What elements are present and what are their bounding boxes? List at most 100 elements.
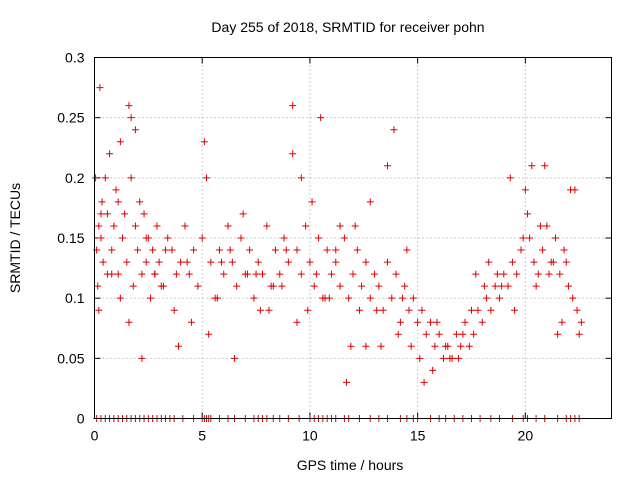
data-point: [504, 282, 512, 290]
data-point: [427, 318, 435, 326]
data-point: [534, 270, 542, 278]
data-point: [416, 354, 424, 362]
data-point: [293, 246, 301, 254]
data-point: [94, 282, 102, 290]
data-point: [323, 246, 331, 254]
data-point: [485, 258, 493, 266]
data-point: [95, 222, 103, 230]
data-point: [340, 234, 348, 242]
data-point: [459, 330, 467, 338]
data-point: [405, 306, 413, 314]
data-point: [95, 306, 103, 314]
data-point: [336, 222, 344, 230]
data-point: [112, 186, 120, 194]
data-point: [129, 282, 137, 290]
data-point: [564, 282, 572, 290]
data-point: [131, 222, 139, 230]
data-point: [321, 294, 329, 302]
data-point: [98, 198, 106, 206]
data-point: [349, 270, 357, 278]
data-point: [103, 210, 111, 218]
data-point: [151, 270, 159, 278]
data-point: [131, 126, 139, 134]
data-point: [353, 246, 361, 254]
data-point: [308, 198, 316, 206]
data-point: [383, 162, 391, 170]
plot-frame: [94, 57, 612, 419]
data-point: [549, 258, 557, 266]
data-point: [521, 186, 529, 194]
data-point: [332, 258, 340, 266]
data-point: [92, 174, 100, 182]
data-point: [377, 342, 385, 350]
data-point: [278, 282, 286, 290]
data-point: [237, 234, 245, 242]
data-point: [513, 270, 521, 278]
data-point: [114, 270, 122, 278]
data-point: [371, 270, 379, 278]
data-point: [317, 114, 325, 122]
data-point: [168, 246, 176, 254]
y-tick-label: 0: [77, 411, 85, 427]
data-point: [125, 102, 133, 110]
data-point: [526, 234, 534, 242]
data-point: [500, 270, 508, 278]
data-point: [508, 258, 516, 266]
data-point: [157, 282, 165, 290]
data-point: [103, 270, 111, 278]
data-point: [569, 294, 577, 302]
data-point: [205, 330, 213, 338]
data-point: [315, 234, 323, 242]
data-point: [185, 270, 193, 278]
data-point: [99, 258, 107, 266]
data-point: [138, 354, 146, 362]
data-point: [306, 258, 314, 266]
data-point: [110, 222, 118, 230]
y-axis-label: SRMTID / TECUs: [7, 183, 23, 293]
data-point: [379, 306, 387, 314]
data-point: [114, 198, 122, 206]
data-point: [528, 162, 536, 170]
data-point: [127, 114, 135, 122]
data-point: [498, 282, 506, 290]
data-point: [474, 306, 482, 314]
y-tick-label: 0.25: [57, 110, 84, 126]
data-point: [470, 330, 478, 338]
data-point: [493, 270, 501, 278]
data-point: [362, 342, 370, 350]
data-point: [420, 378, 428, 386]
data-point: [523, 210, 531, 218]
chart-title: Day 255 of 2018, SRMTID for receiver poh…: [211, 19, 484, 35]
data-point: [399, 294, 407, 302]
data-point: [422, 330, 430, 338]
data-point: [409, 294, 417, 302]
y-tick-label: 0.2: [65, 170, 85, 186]
data-point: [119, 234, 127, 242]
data-point: [407, 342, 415, 350]
data-point: [543, 222, 551, 230]
data-point: [213, 294, 221, 302]
data-point: [442, 342, 450, 350]
data-point: [220, 270, 228, 278]
data-point: [155, 258, 163, 266]
data-point: [149, 246, 157, 254]
data-point: [439, 354, 447, 362]
data-point: [433, 318, 441, 326]
data-point: [403, 246, 411, 254]
data-point: [259, 270, 267, 278]
data-point: [506, 174, 514, 182]
data-point: [452, 330, 460, 338]
data-point: [297, 174, 305, 182]
axis-ticks: [94, 57, 612, 419]
data-point: [390, 126, 398, 134]
data-point: [97, 210, 105, 218]
data-point: [254, 258, 262, 266]
data-points: [92, 84, 585, 422]
data-point: [276, 270, 284, 278]
data-point: [134, 246, 142, 254]
data-point: [136, 198, 144, 206]
data-point: [560, 246, 568, 254]
data-point: [282, 246, 290, 254]
data-point: [457, 342, 465, 350]
data-point: [153, 222, 161, 230]
